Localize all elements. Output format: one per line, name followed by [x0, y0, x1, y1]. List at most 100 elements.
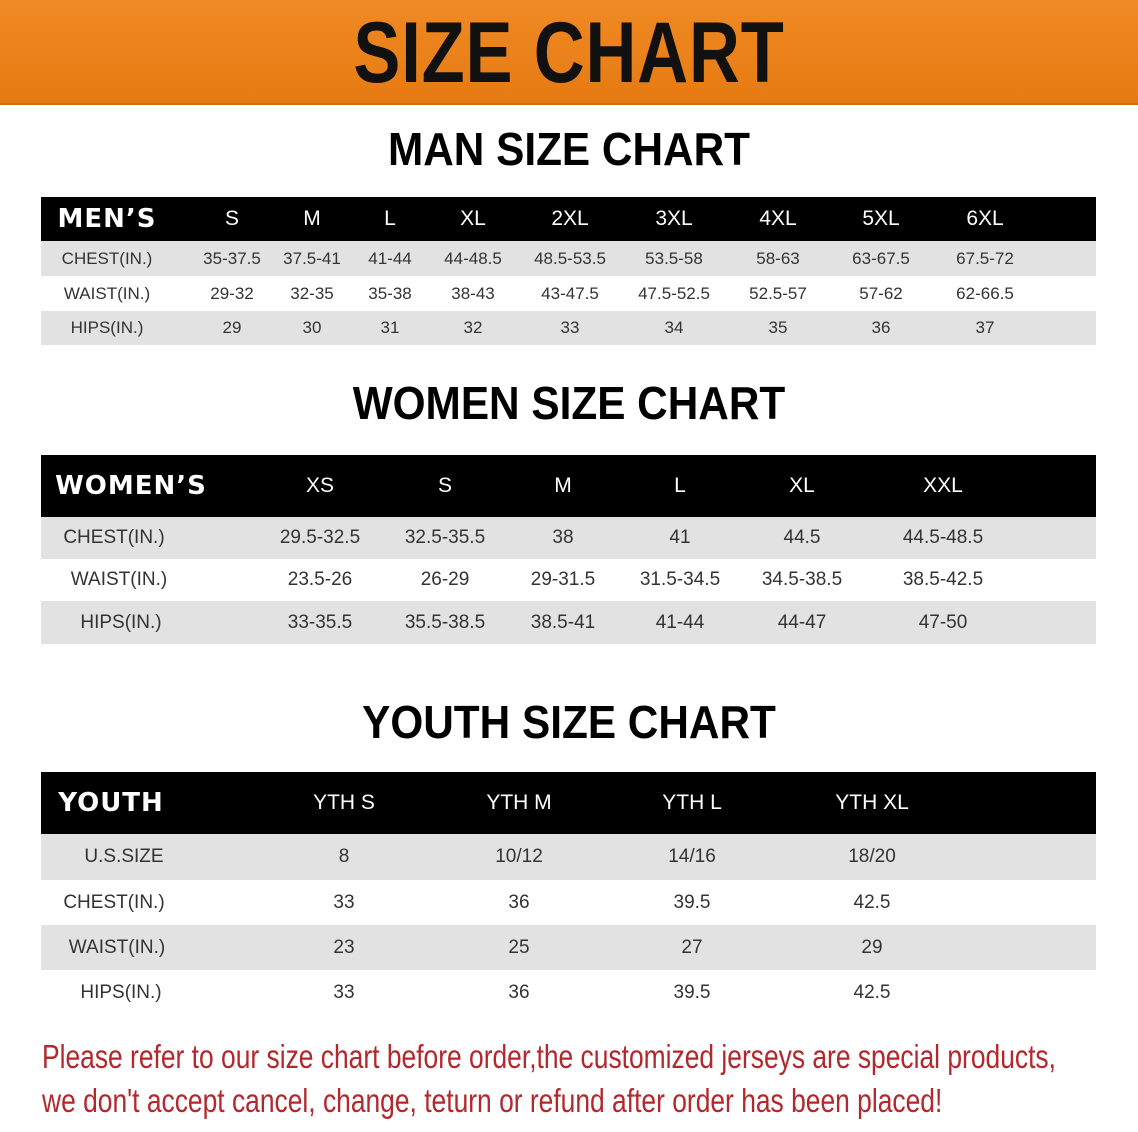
table-cell: 31.5-34.5	[639, 569, 721, 590]
size-column-header: 5XL	[862, 207, 900, 230]
table-cell: 35.5-38.5	[404, 611, 486, 633]
table-cell: 48.5-53.5	[534, 248, 606, 268]
size-column-header: XL	[460, 207, 486, 230]
table-cell: 42.5	[853, 891, 891, 913]
table-cell: 33	[333, 981, 355, 1003]
size-column-header: L	[674, 474, 686, 497]
table-cell: 44-47	[777, 611, 827, 633]
table-cell: 23	[333, 936, 355, 958]
table-cell: 29	[222, 318, 242, 337]
table-header-label: MEN’S	[57, 204, 157, 234]
table-cell: 36	[508, 981, 530, 1003]
table-cell: 33	[560, 318, 580, 337]
table-cell: 35-38	[368, 283, 412, 303]
table-cell: 38.5-41	[530, 611, 596, 633]
table-cell: 67.5-72	[956, 248, 1014, 268]
size-column-header: 6XL	[966, 207, 1004, 230]
table-cell: 35-37.5	[203, 248, 261, 268]
table-cell: 58-63	[756, 248, 800, 268]
youth-header-row: YOUTH YTH S YTH M YTH L YTH XL	[41, 772, 1096, 834]
notice-line-1: Please refer to our size chart before or…	[42, 1038, 1056, 1075]
size-column-header: XXL	[923, 474, 963, 497]
table-cell: 41-44	[655, 611, 705, 633]
table-cell: 53.5-58	[645, 248, 703, 268]
table-cell: 36	[508, 891, 530, 913]
row-label: CHEST(IN.)	[63, 891, 165, 913]
table-cell: 44-48.5	[444, 248, 502, 268]
table-cell: 35	[768, 318, 788, 337]
notice-line-2: we don't accept cancel, change, teturn o…	[42, 1082, 943, 1119]
table-cell: 62-66.5	[956, 283, 1014, 303]
table-row: CHEST(IN.) 33 36 39.5 42.5	[41, 880, 1096, 925]
table-row: U.S.SIZE 8 10/12 14/16 18/20	[41, 834, 1096, 880]
table-cell: 47.5-52.5	[638, 283, 710, 303]
row-label: WAIST(IN.)	[68, 936, 166, 958]
table-cell: 43-47.5	[541, 283, 599, 303]
table-row: HIPS(IN.) 33-35.5 35.5-38.5 38.5-41 41-44 44-…	[41, 601, 1096, 644]
table-cell: 42.5	[853, 981, 891, 1003]
banner-title: SIZE CHART	[353, 5, 785, 101]
table-cell: 29	[861, 936, 883, 958]
table-cell: 14/16	[668, 846, 716, 867]
table-cell: 10/12	[495, 846, 543, 867]
table-cell: 27	[681, 936, 703, 958]
table-cell: 29-32	[210, 283, 254, 303]
table-cell: 37.5-41	[283, 248, 341, 268]
table-cell: 32-35	[290, 283, 334, 303]
table-row: WAIST(IN.) 23.5-26 26-29 29-31.5 31.5-34.5 34…	[41, 559, 1096, 601]
size-column-header: 4XL	[759, 207, 797, 230]
table-cell: 8	[338, 846, 350, 867]
table-cell: 30	[302, 318, 322, 337]
table-cell: 32	[463, 318, 483, 337]
table-cell: 38.5-42.5	[902, 569, 984, 590]
men-header-row: MEN’S S M L XL 2XL 3XL 4XL 5XL 6XL	[41, 197, 1096, 241]
table-row: HIPS(IN.) 33 36 39.5 42.5	[41, 970, 1096, 1015]
table-cell: 39.5	[673, 981, 711, 1003]
size-column-header: YTH M	[486, 791, 552, 814]
table-row: HIPS(IN.) 29 30 31 32 33 34 35 36 37	[41, 311, 1096, 345]
men-title: MAN SIZE CHART	[387, 123, 751, 175]
table-row: WAIST(IN.) 29-32 32-35 35-38 38-43 43-47.5 47.…	[41, 276, 1096, 311]
table-cell: 26-29	[420, 569, 470, 590]
size-column-header: L	[384, 207, 396, 230]
table-cell: 32.5-35.5	[404, 527, 486, 548]
youth-title: YOUTH SIZE CHART	[362, 696, 776, 748]
table-cell: 39.5	[673, 891, 711, 913]
table-row: WAIST(IN.) 23 25 27 29	[41, 925, 1096, 970]
table-cell: 37	[975, 318, 995, 337]
row-label: CHEST(IN.)	[63, 527, 165, 548]
table-cell: 47-50	[918, 611, 968, 633]
women-header-row: WOMEN’S XS S M L XL XXL	[41, 455, 1096, 517]
table-cell: 41	[669, 527, 691, 548]
table-cell: 34	[664, 318, 684, 337]
table-cell: 44.5-48.5	[902, 527, 984, 548]
size-column-header: M	[303, 207, 321, 230]
size-column-header: M	[554, 474, 572, 497]
size-column-header: YTH S	[313, 791, 375, 814]
table-cell: 31	[380, 318, 400, 337]
row-label: U.S.SIZE	[84, 846, 164, 867]
row-label: HIPS(IN.)	[80, 981, 162, 1003]
table-cell: 44.5	[783, 527, 821, 548]
size-column-header: YTH L	[662, 791, 722, 814]
table-cell: 38-43	[451, 283, 495, 303]
table-cell: 25	[508, 936, 530, 958]
table-cell: 33	[333, 891, 355, 913]
table-cell: 23.5-26	[287, 569, 353, 590]
size-column-header: XL	[789, 474, 815, 497]
table-cell: 18/20	[848, 846, 896, 867]
table-row: CHEST(IN.) 35-37.5 37.5-41 41-44 44-48.5 48.5…	[41, 241, 1096, 276]
row-label: CHEST(IN.)	[61, 248, 153, 268]
size-column-header: 3XL	[655, 207, 693, 230]
table-cell: 29-31.5	[530, 569, 596, 590]
table-cell: 41-44	[368, 248, 412, 268]
table-cell: 36	[871, 318, 891, 337]
size-column-header: S	[224, 207, 240, 230]
table-cell: 63-67.5	[852, 248, 910, 268]
table-header-label: YOUTH	[58, 788, 164, 818]
table-cell: 38	[552, 527, 574, 548]
size-column-header: 2XL	[551, 207, 589, 230]
size-column-header: XS	[305, 474, 335, 497]
banner: SIZE CHART	[0, 0, 1138, 105]
women-title: WOMEN SIZE CHART	[352, 377, 786, 429]
